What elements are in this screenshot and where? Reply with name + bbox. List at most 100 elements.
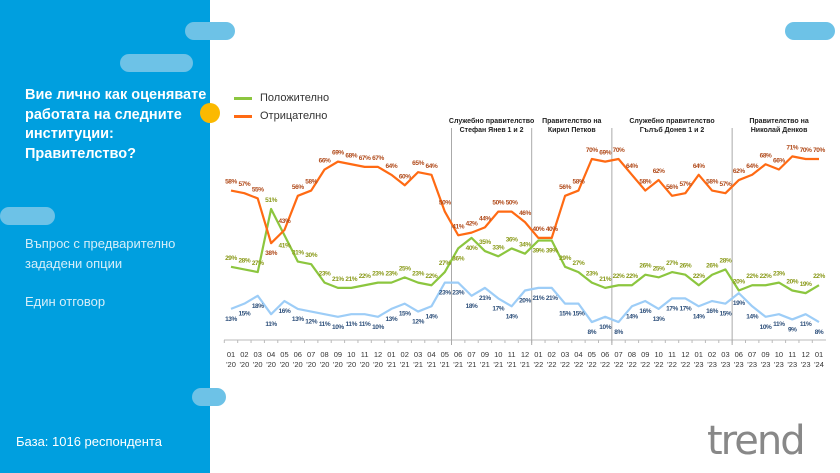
x-tick-label: 05'20 bbox=[280, 350, 290, 369]
legend-positive: Положително bbox=[234, 92, 329, 104]
data-label-negative: 67% bbox=[372, 155, 384, 162]
accent-dot bbox=[200, 103, 220, 123]
data-label-positive: 23% bbox=[372, 271, 384, 278]
data-label-positive: 39% bbox=[546, 248, 558, 255]
data-label-other: 11% bbox=[265, 321, 277, 328]
data-label-other: 23% bbox=[439, 290, 451, 297]
x-tick-label: 11'21 bbox=[507, 350, 517, 369]
data-label-positive: 22% bbox=[426, 273, 438, 280]
data-label-negative: 58% bbox=[225, 179, 237, 186]
data-label-negative: 50% bbox=[492, 200, 504, 207]
data-label-negative: 44% bbox=[479, 215, 491, 222]
data-label-positive: 21% bbox=[599, 276, 611, 283]
data-label-other: 13% bbox=[225, 316, 237, 323]
data-label-negative: 57% bbox=[679, 181, 691, 188]
data-label-other: 17% bbox=[679, 305, 691, 312]
period-line1: Служебно правителство bbox=[448, 118, 535, 125]
data-label-negative: 64% bbox=[746, 163, 758, 170]
x-tick-label: 04'20 bbox=[266, 350, 276, 369]
data-label-positive: 19% bbox=[800, 281, 812, 288]
x-tick-label: 06'20 bbox=[293, 350, 303, 369]
data-label-positive: 22% bbox=[693, 273, 705, 280]
decorative-pill bbox=[785, 22, 835, 40]
data-label-other: 10% bbox=[760, 324, 772, 331]
data-label-positive: 36% bbox=[506, 236, 518, 243]
data-label-negative: 62% bbox=[733, 168, 745, 175]
x-tick-label: 02'21 bbox=[400, 350, 410, 369]
x-tick-label: 02'22 bbox=[547, 350, 557, 369]
data-label-negative: 58% bbox=[305, 179, 317, 186]
data-label-negative: 46% bbox=[519, 210, 531, 217]
legend-swatch bbox=[234, 96, 252, 100]
x-tick-label: 10'22 bbox=[654, 350, 664, 369]
data-label-other: 10% bbox=[599, 324, 611, 331]
x-tick-label: 11'20 bbox=[360, 350, 370, 369]
data-label-other: 17% bbox=[492, 305, 504, 312]
data-label-negative: 66% bbox=[773, 158, 785, 165]
data-label-positive: 22% bbox=[760, 273, 772, 280]
data-label-negative: 57% bbox=[720, 181, 732, 188]
data-label-positive: 22% bbox=[813, 273, 825, 280]
data-label-other: 18% bbox=[466, 303, 478, 310]
data-label-negative: 69% bbox=[599, 150, 611, 157]
x-tick-label: 07'21 bbox=[467, 350, 477, 369]
data-label-negative: 56% bbox=[666, 184, 678, 191]
data-label-other: 13% bbox=[292, 316, 304, 323]
data-label-positive: 27% bbox=[252, 260, 264, 267]
x-tick-label: 09'23 bbox=[761, 350, 771, 369]
series-line-other bbox=[230, 281, 820, 324]
data-label-other: 10% bbox=[332, 324, 344, 331]
x-tick-label: 02'20 bbox=[239, 350, 249, 369]
series-line-negative bbox=[230, 155, 819, 245]
period-label: Правителство на Кирил Петков bbox=[517, 117, 627, 135]
data-label-other: 10% bbox=[372, 324, 384, 331]
x-tick-label: 08'20 bbox=[320, 350, 330, 369]
data-label-negative: 38% bbox=[265, 250, 277, 257]
x-tick-label: 12'23 bbox=[801, 350, 811, 369]
data-label-positive: 21% bbox=[345, 276, 357, 283]
data-label-negative: 65% bbox=[412, 160, 424, 167]
period-line2: Кирил Петков bbox=[547, 127, 596, 134]
data-label-positive: 36% bbox=[452, 255, 464, 262]
x-tick-label: 03'20 bbox=[253, 350, 263, 369]
x-tick-label: 04'21 bbox=[427, 350, 437, 369]
decorative-pill bbox=[185, 22, 235, 40]
x-tick-label: 06'23 bbox=[734, 350, 744, 369]
x-tick-label: 01'21 bbox=[386, 350, 396, 369]
x-tick-label: 12'20 bbox=[373, 350, 383, 369]
data-label-other: 11% bbox=[359, 321, 371, 328]
data-label-positive: 23% bbox=[385, 271, 397, 278]
period-line1: Правителство на bbox=[542, 118, 602, 125]
data-label-other: 16% bbox=[279, 308, 291, 315]
period-line2: Стефан Янев 1 и 2 bbox=[459, 127, 524, 134]
data-label-positive: 22% bbox=[613, 273, 625, 280]
x-tick-label: 08'22 bbox=[627, 350, 637, 369]
period-line1: Служебно правителство bbox=[629, 118, 715, 125]
data-label-negative: 40% bbox=[532, 226, 544, 233]
data-label-other: 15% bbox=[238, 311, 250, 318]
x-tick-label: 07'20 bbox=[306, 350, 316, 369]
data-label-other: 14% bbox=[506, 313, 518, 320]
data-label-positive: 23% bbox=[319, 271, 331, 278]
data-label-other: 12% bbox=[305, 319, 317, 326]
data-label-positive: 26% bbox=[679, 263, 691, 270]
data-label-other: 21% bbox=[532, 295, 544, 302]
data-label-positive: 28% bbox=[720, 257, 732, 264]
decorative-pill bbox=[0, 207, 55, 225]
data-label-negative: 70% bbox=[800, 147, 812, 154]
data-label-negative: 58% bbox=[573, 179, 585, 186]
data-label-other: 9% bbox=[788, 326, 797, 333]
data-label-positive: 35% bbox=[479, 239, 491, 246]
x-tick-label: 01'22 bbox=[533, 350, 543, 369]
data-label-positive: 29% bbox=[559, 255, 571, 262]
data-label-other: 11% bbox=[319, 321, 331, 328]
x-tick-label: 11'22 bbox=[667, 350, 677, 369]
data-label-other: 8% bbox=[815, 329, 824, 336]
data-label-negative: 58% bbox=[706, 179, 718, 186]
period-line1: Правителство на bbox=[749, 118, 809, 125]
data-label-negative: 50% bbox=[439, 200, 451, 207]
data-label-positive: 20% bbox=[786, 279, 798, 286]
period-label: Служебно правителство Стефан Янев 1 и 2 bbox=[437, 117, 547, 135]
x-tick-label: 12'22 bbox=[680, 350, 690, 369]
